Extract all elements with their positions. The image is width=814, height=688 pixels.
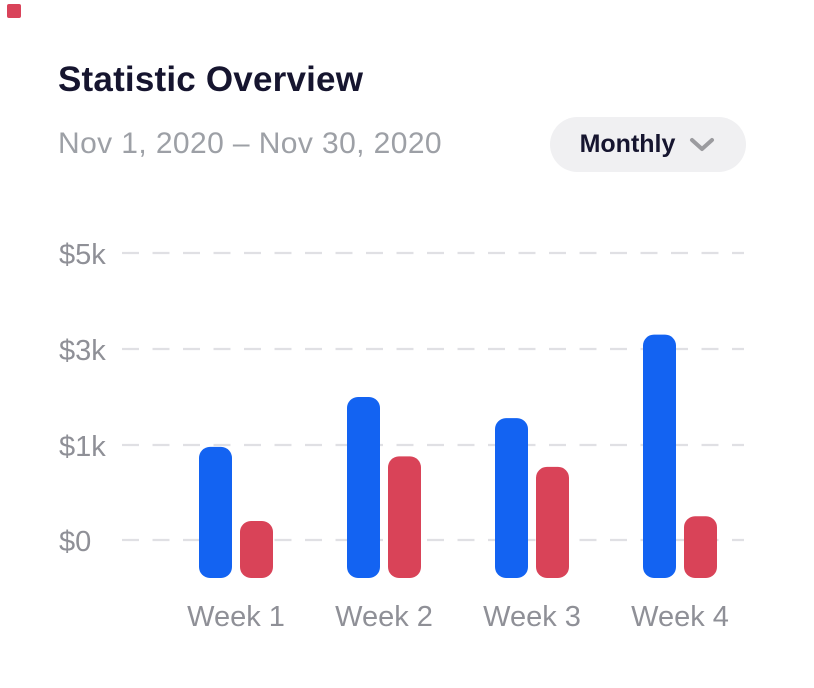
page-title: Statistic Overview: [58, 60, 364, 99]
y-tick-label: $3k: [59, 335, 106, 367]
y-tick-label: $0: [59, 526, 91, 558]
bar-series-red: [240, 521, 273, 578]
x-category-label: Week 4: [631, 601, 729, 633]
x-category-label: Week 1: [187, 601, 285, 633]
bar-series-blue: [643, 334, 676, 578]
bar-series-blue: [495, 418, 528, 578]
x-category-label: Week 2: [335, 601, 433, 633]
accent-marker: [7, 4, 21, 18]
bar-series-blue: [199, 446, 232, 578]
date-range: Nov 1, 2020 – Nov 30, 2020: [58, 127, 442, 160]
period-dropdown-label: Monthly: [579, 130, 676, 158]
y-tick-label: $5k: [59, 239, 106, 271]
chevron-down-icon: [690, 138, 715, 151]
bar-series-red: [536, 466, 569, 578]
bar-series-red: [388, 456, 421, 578]
y-tick-label: $1k: [59, 431, 106, 463]
bar-series-red: [684, 516, 717, 578]
period-dropdown[interactable]: Monthly: [550, 117, 746, 172]
x-category-label: Week 3: [483, 601, 581, 633]
bar-series-blue: [347, 397, 380, 578]
